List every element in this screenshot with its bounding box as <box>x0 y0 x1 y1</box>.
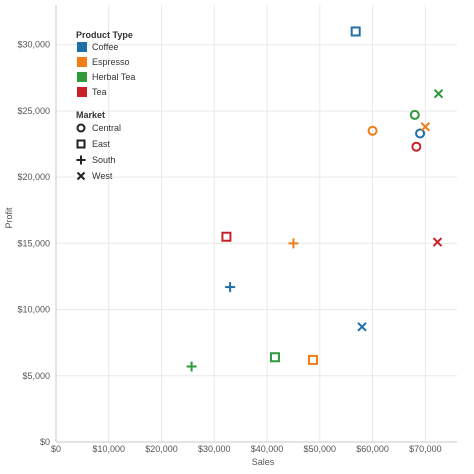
y-tick-label: $10,000 <box>17 305 50 315</box>
x-axis-label: Sales <box>252 457 275 467</box>
point-espresso-west <box>420 122 431 132</box>
legend-item-label: Tea <box>92 87 107 97</box>
x-tick-label: $40,000 <box>251 444 284 454</box>
point-coffee-central <box>415 128 426 139</box>
point-coffee-west <box>357 322 367 332</box>
y-tick-label: $15,000 <box>17 238 50 248</box>
point-herbal-tea-west <box>433 89 444 99</box>
point-espresso-south <box>288 238 299 249</box>
x-tick-label: $0 <box>51 444 61 454</box>
point-tea-west <box>432 237 443 247</box>
x-tick-label: $30,000 <box>198 444 231 454</box>
legend-swatch-tea <box>77 87 87 97</box>
legend-shape-central <box>76 123 86 133</box>
point-coffee-south <box>225 282 236 293</box>
point-herbal-tea-south <box>186 361 197 372</box>
point-tea-central <box>411 141 422 152</box>
legend-item-label: Herbal Tea <box>92 72 135 82</box>
point-coffee-east <box>350 26 361 37</box>
legend-item-label: South <box>92 155 116 165</box>
y-tick-label: $30,000 <box>17 40 50 50</box>
point-herbal-tea-central <box>409 109 420 120</box>
point-coffee-west-b <box>357 322 367 332</box>
legend-item-label: West <box>92 171 113 181</box>
legend-title-product-type: Product Type <box>76 30 133 40</box>
legend-shape-south <box>76 155 86 165</box>
legend-shape-west-b <box>76 171 86 181</box>
data-points <box>186 26 444 372</box>
x-tick-label: $60,000 <box>356 444 389 454</box>
y-axis-label: Profit <box>4 207 14 229</box>
point-herbal-tea-west-b <box>433 89 444 99</box>
point-tea-east <box>221 231 232 242</box>
y-tick-label: $20,000 <box>17 172 50 182</box>
point-espresso-central <box>367 125 378 136</box>
y-tick-label: $25,000 <box>17 106 50 116</box>
legend-swatch-herbal-tea <box>77 72 87 82</box>
point-espresso-west-b <box>420 122 431 132</box>
legend-swatch-espresso <box>77 57 87 67</box>
legend-item-label: Coffee <box>92 42 118 52</box>
legend-title-market: Market <box>76 110 105 120</box>
y-tick-label: $0 <box>40 437 50 447</box>
x-tick-label: $20,000 <box>145 444 178 454</box>
legend-shape-west <box>76 171 86 181</box>
axes: $0 $10,000 $20,000 $30,000 $40,000 $50,000 $60… <box>17 5 457 454</box>
y-tick-label: $5,000 <box>22 371 50 381</box>
x-tick-label: $50,000 <box>304 444 337 454</box>
x-tick-label: $10,000 <box>92 444 125 454</box>
point-tea-west-b <box>432 237 443 247</box>
point-espresso-east <box>307 354 318 365</box>
legend-shape-east <box>76 139 86 149</box>
legend-swatch-coffee <box>77 42 87 52</box>
x-tick-label: $70,000 <box>409 444 442 454</box>
grid-lines <box>55 5 457 443</box>
point-herbal-tea-east <box>269 352 280 363</box>
legend-item-label: Espresso <box>92 57 130 67</box>
legend-item-label: Central <box>92 123 121 133</box>
legend[interactable]: Product Type Market Coffee Espresso Herbal… <box>76 30 135 181</box>
legend-item-label: East <box>92 139 111 149</box>
